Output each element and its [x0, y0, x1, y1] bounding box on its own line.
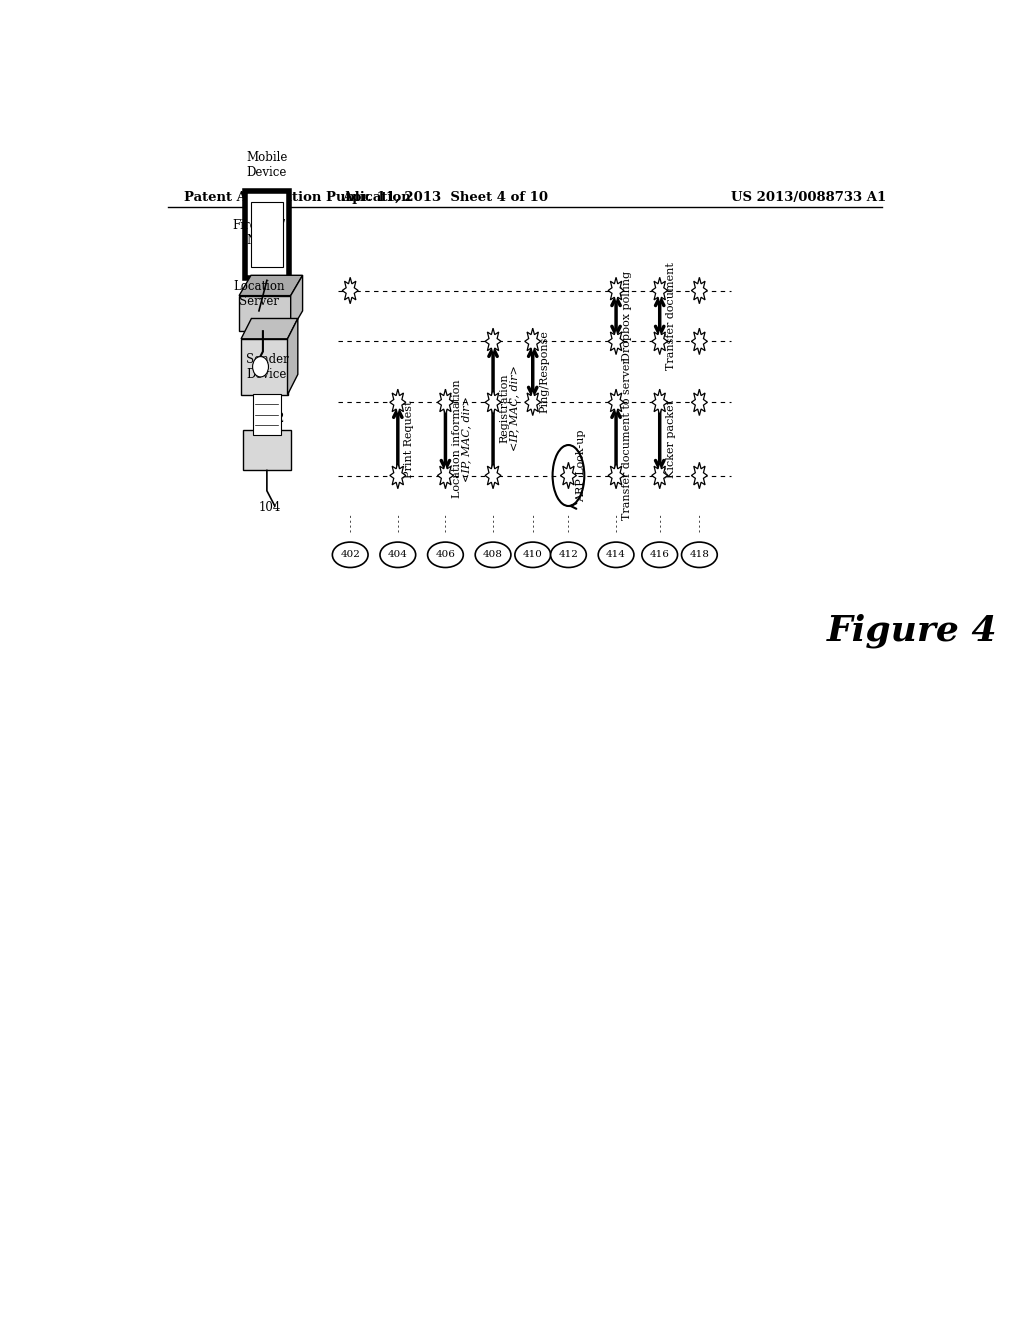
Text: 404: 404: [388, 550, 408, 560]
Text: 408: 408: [483, 550, 503, 560]
Text: Registration: Registration: [500, 374, 509, 444]
Text: 416: 416: [650, 550, 670, 560]
Polygon shape: [485, 329, 501, 355]
Polygon shape: [651, 277, 668, 304]
Ellipse shape: [515, 543, 551, 568]
Polygon shape: [485, 462, 501, 488]
Polygon shape: [691, 462, 708, 488]
Polygon shape: [239, 296, 291, 331]
Ellipse shape: [380, 543, 416, 568]
Text: Figure 4: Figure 4: [826, 614, 997, 648]
Polygon shape: [691, 277, 708, 304]
Text: <IP, MAC, dir>: <IP, MAC, dir>: [509, 366, 519, 451]
Ellipse shape: [642, 543, 678, 568]
Text: Transfer document to server: Transfer document to server: [623, 358, 633, 520]
Polygon shape: [241, 339, 288, 395]
Text: Kicker packet: Kicker packet: [666, 400, 676, 478]
Polygon shape: [608, 389, 624, 416]
Text: Transfer document: Transfer document: [666, 261, 676, 370]
Text: 406: 406: [435, 550, 456, 560]
Polygon shape: [485, 389, 501, 416]
Text: Mobile
Device: Mobile Device: [246, 150, 288, 178]
Polygon shape: [524, 389, 541, 416]
Polygon shape: [560, 462, 577, 488]
Polygon shape: [239, 276, 303, 296]
Bar: [245, 191, 289, 277]
Text: Firewall/
NAT: Firewall/ NAT: [232, 219, 286, 247]
Ellipse shape: [682, 543, 717, 568]
Text: Location
Server: Location Server: [233, 280, 285, 308]
Polygon shape: [291, 276, 303, 331]
Polygon shape: [691, 389, 708, 416]
Polygon shape: [437, 389, 454, 416]
Polygon shape: [288, 318, 298, 395]
Bar: [243, 430, 291, 470]
Text: Sender
Device: Sender Device: [246, 352, 288, 381]
Bar: [253, 395, 281, 434]
Polygon shape: [608, 462, 624, 488]
Text: US 2013/0088733 A1: US 2013/0088733 A1: [731, 190, 887, 203]
Text: 132: 132: [263, 412, 285, 425]
Text: Apr. 11, 2013  Sheet 4 of 10: Apr. 11, 2013 Sheet 4 of 10: [342, 190, 549, 203]
Text: 410: 410: [523, 550, 543, 560]
Text: Dropbox polling: Dropbox polling: [623, 271, 633, 360]
Ellipse shape: [551, 543, 587, 568]
Text: 140: 140: [263, 378, 286, 389]
Text: Print Request: Print Request: [404, 400, 414, 478]
Text: Ping/Response: Ping/Response: [539, 330, 549, 413]
Polygon shape: [608, 329, 624, 355]
Text: 152: 152: [255, 321, 278, 334]
Polygon shape: [390, 462, 406, 488]
Circle shape: [253, 356, 268, 378]
Polygon shape: [342, 277, 358, 304]
Ellipse shape: [333, 543, 368, 568]
Text: 412: 412: [558, 550, 579, 560]
Text: Location information: Location information: [452, 380, 462, 498]
Polygon shape: [241, 318, 298, 339]
Text: <IP, MAC, dir>: <IP, MAC, dir>: [462, 396, 471, 482]
Polygon shape: [608, 277, 624, 304]
Polygon shape: [651, 329, 668, 355]
Bar: [251, 202, 284, 267]
Polygon shape: [437, 462, 454, 488]
Polygon shape: [390, 389, 406, 416]
Polygon shape: [524, 329, 541, 355]
Polygon shape: [691, 329, 708, 355]
Ellipse shape: [428, 543, 463, 568]
Ellipse shape: [598, 543, 634, 568]
Polygon shape: [651, 389, 668, 416]
Text: 402: 402: [340, 550, 360, 560]
Text: 418: 418: [689, 550, 710, 560]
Ellipse shape: [475, 543, 511, 568]
Text: 414: 414: [606, 550, 626, 560]
Text: Patent Application Publication: Patent Application Publication: [183, 190, 411, 203]
Text: 104: 104: [259, 500, 282, 513]
Polygon shape: [651, 462, 668, 488]
Text: ARP Look-up: ARP Look-up: [577, 429, 587, 502]
